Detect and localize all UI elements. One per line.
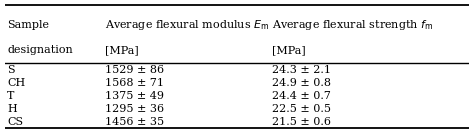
Text: Average flexural modulus $E_{\mathrm{m}}$: Average flexural modulus $E_{\mathrm{m}}… [105,18,269,32]
Text: 1529 ± 86: 1529 ± 86 [105,65,164,75]
Text: 24.9 ± 0.8: 24.9 ± 0.8 [272,78,331,88]
Text: [MPa]: [MPa] [105,45,138,55]
Text: 24.4 ± 0.7: 24.4 ± 0.7 [272,91,331,101]
Text: 21.5 ± 0.6: 21.5 ± 0.6 [272,117,331,127]
Text: designation: designation [7,45,73,55]
Text: T: T [7,91,14,101]
Text: 24.3 ± 2.1: 24.3 ± 2.1 [272,65,331,75]
Text: CS: CS [7,117,23,127]
Text: 1456 ± 35: 1456 ± 35 [105,117,164,127]
Text: CH: CH [7,78,25,88]
Text: [MPa]: [MPa] [272,45,306,55]
Text: S: S [7,65,15,75]
Text: 22.5 ± 0.5: 22.5 ± 0.5 [272,104,331,114]
Text: Sample: Sample [7,20,49,30]
Text: 1568 ± 71: 1568 ± 71 [105,78,164,88]
Text: 1375 ± 49: 1375 ± 49 [105,91,164,101]
Text: Average flexural strength $f_{\mathrm{m}}$: Average flexural strength $f_{\mathrm{m}… [272,18,433,32]
Text: H: H [7,104,17,114]
Text: 1295 ± 36: 1295 ± 36 [105,104,164,114]
